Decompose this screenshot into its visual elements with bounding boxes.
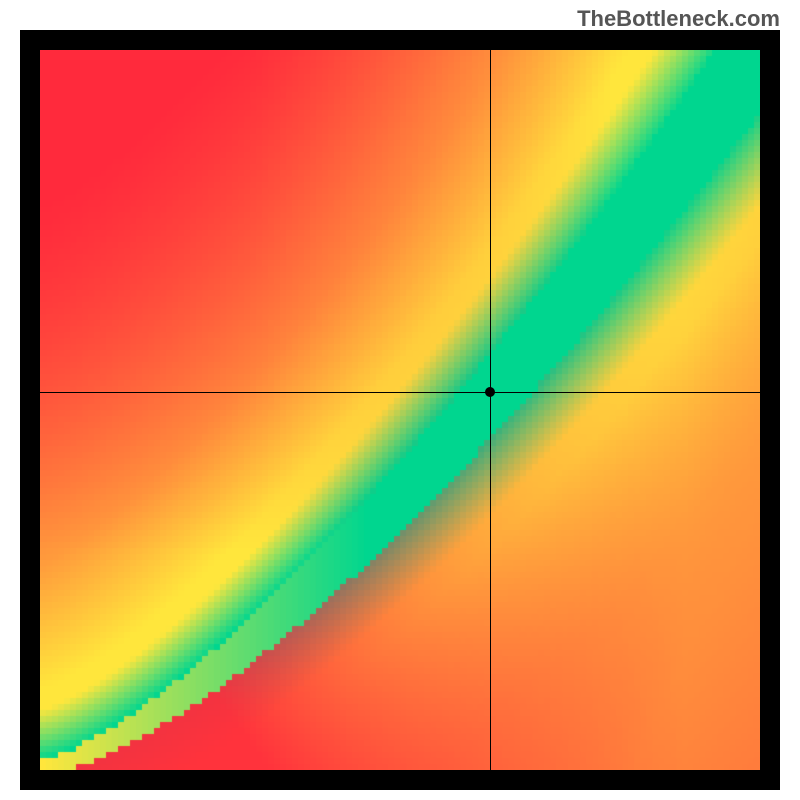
chart-container: TheBottleneck.com — [0, 0, 800, 800]
chart-frame — [20, 30, 780, 790]
heatmap-canvas — [40, 50, 760, 770]
crosshair-vertical — [490, 50, 491, 770]
crosshair-horizontal — [40, 392, 760, 393]
crosshair-marker — [485, 387, 495, 397]
watermark-text: TheBottleneck.com — [577, 6, 780, 32]
